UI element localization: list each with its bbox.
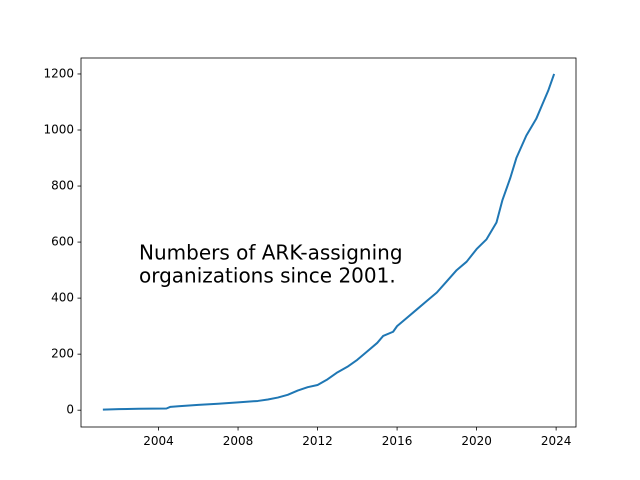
y-tick-label: 0 <box>66 403 74 417</box>
annotation: Numbers of ARK-assigning <box>139 241 403 265</box>
x-tick-label: 2016 <box>382 434 413 448</box>
y-tick-label: 1200 <box>43 66 74 80</box>
y-tick-label: 1000 <box>43 123 74 137</box>
x-tick-label: 2024 <box>541 434 572 448</box>
y-tick-label: 200 <box>51 347 74 361</box>
y-tick-label: 400 <box>51 291 74 305</box>
annotation: organizations since 2001. <box>139 264 396 288</box>
plot-frame <box>80 57 577 428</box>
x-tick-label: 2012 <box>302 434 333 448</box>
y-tick-label: 600 <box>51 235 74 249</box>
x-tick-label: 2020 <box>461 434 492 448</box>
data-line <box>102 73 556 411</box>
x-tick-label: 2008 <box>223 434 254 448</box>
y-tick-label: 800 <box>51 179 74 193</box>
x-tick-label: 2004 <box>143 434 174 448</box>
